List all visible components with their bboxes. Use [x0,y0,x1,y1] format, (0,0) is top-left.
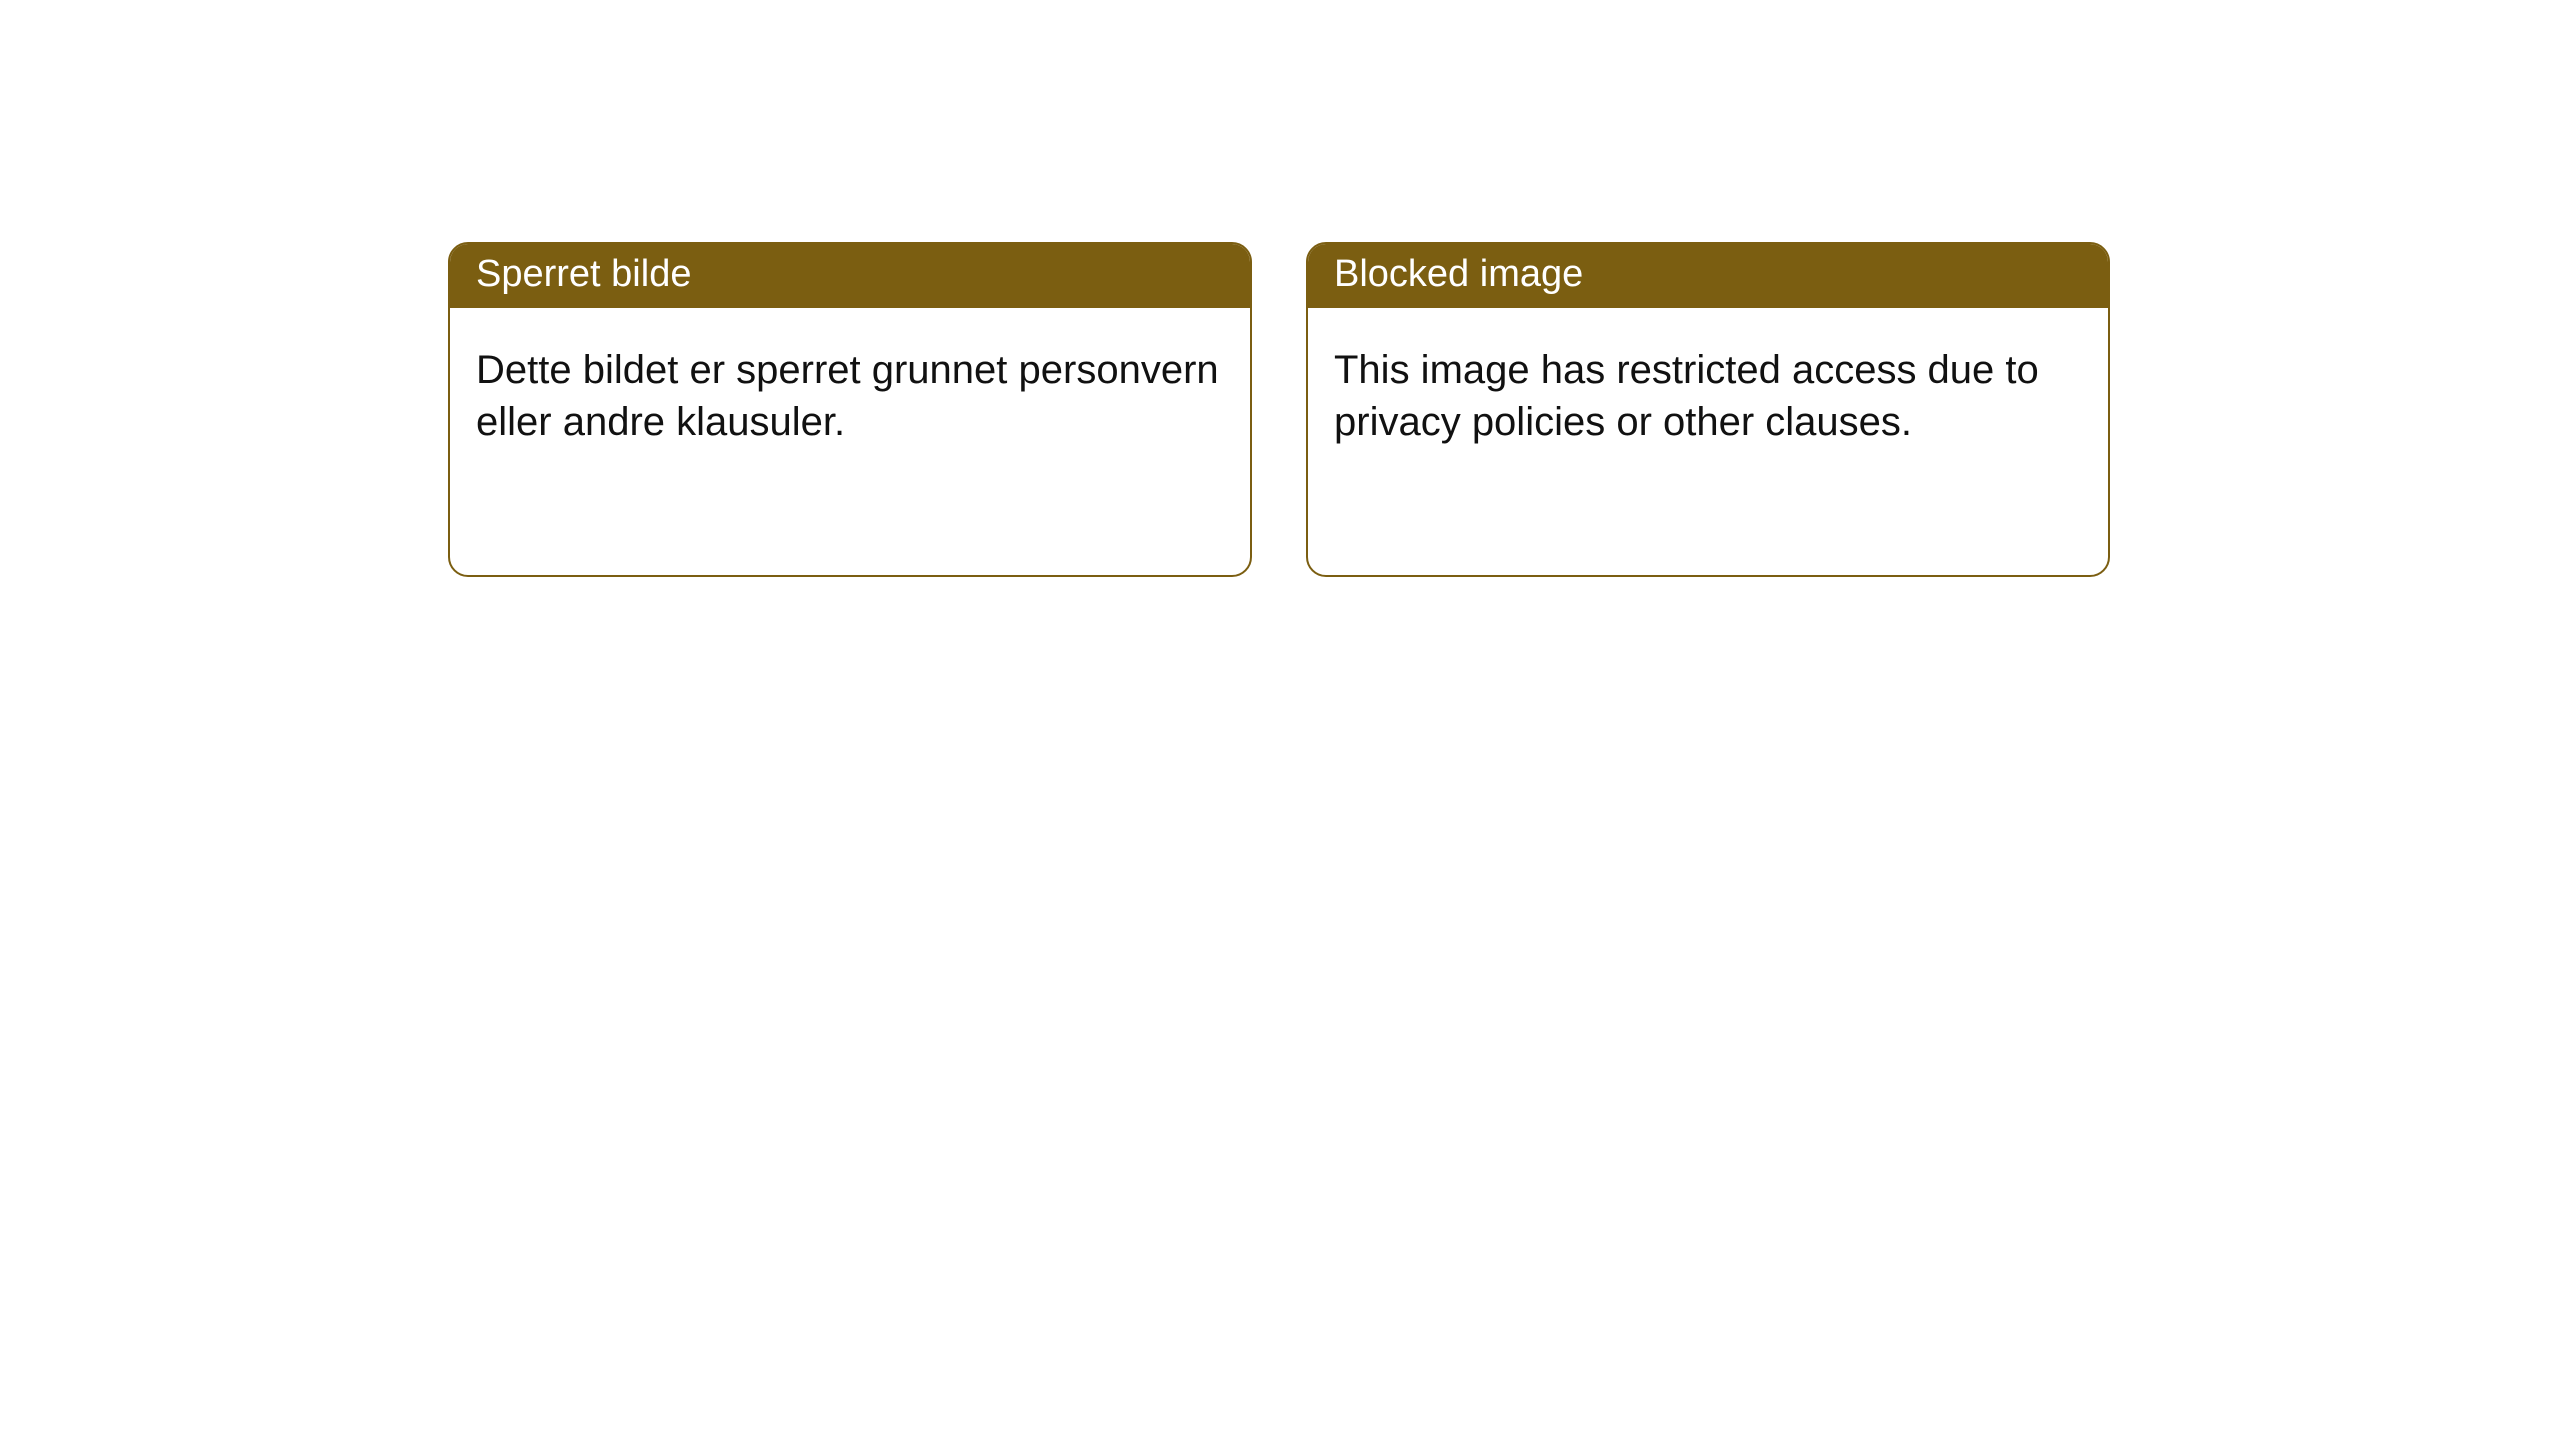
notice-title: Sperret bilde [450,244,1250,308]
notice-title: Blocked image [1308,244,2108,308]
notice-body: This image has restricted access due to … [1308,308,2108,476]
notice-card-norwegian: Sperret bilde Dette bildet er sperret gr… [448,242,1252,577]
notice-body: Dette bildet er sperret grunnet personve… [450,308,1250,476]
notice-card-english: Blocked image This image has restricted … [1306,242,2110,577]
notice-container: Sperret bilde Dette bildet er sperret gr… [0,0,2560,577]
